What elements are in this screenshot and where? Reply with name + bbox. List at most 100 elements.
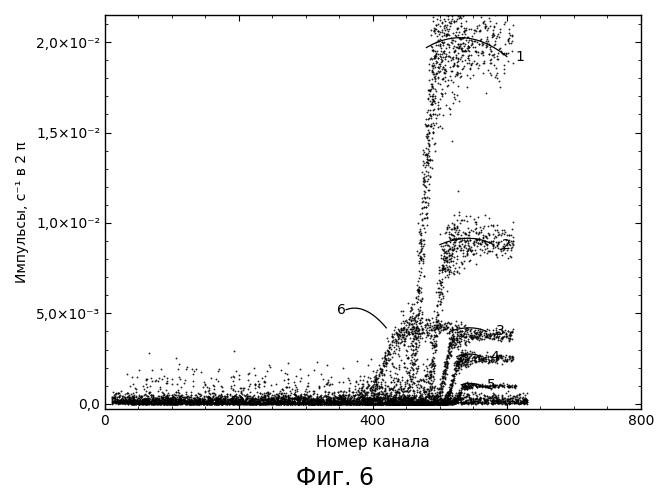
Point — [425, 384, 436, 392]
Point — [320, 399, 330, 407]
Point — [148, 400, 159, 408]
Point — [508, 218, 518, 226]
Point — [391, 400, 402, 408]
Point — [225, 399, 236, 407]
Point — [316, 400, 327, 408]
Point — [441, 400, 452, 407]
Point — [275, 386, 286, 394]
Point — [324, 400, 335, 408]
Point — [186, 398, 197, 406]
Point — [276, 400, 286, 408]
Point — [407, 400, 417, 408]
Point — [137, 398, 148, 406]
Point — [359, 394, 369, 402]
Point — [474, 328, 484, 336]
Point — [428, 335, 439, 343]
Point — [349, 400, 359, 408]
Point — [460, 337, 471, 345]
Point — [432, 399, 443, 407]
Point — [508, 240, 518, 248]
Point — [450, 32, 460, 40]
Point — [472, 382, 482, 390]
Point — [336, 400, 347, 408]
Point — [389, 368, 400, 376]
Point — [179, 396, 190, 404]
Point — [179, 398, 189, 406]
Point — [391, 400, 401, 408]
Point — [195, 400, 205, 408]
Point — [423, 398, 434, 406]
Point — [225, 398, 235, 406]
Point — [446, 388, 456, 396]
Point — [427, 156, 438, 164]
Point — [413, 393, 424, 401]
Point — [407, 312, 417, 320]
Point — [123, 400, 134, 407]
Point — [345, 400, 355, 407]
Point — [402, 396, 413, 404]
Point — [391, 396, 401, 404]
Point — [447, 338, 458, 345]
Point — [401, 322, 411, 330]
Point — [480, 211, 490, 219]
Point — [110, 396, 120, 404]
Point — [482, 383, 493, 391]
Point — [442, 287, 452, 295]
Point — [452, 268, 462, 276]
Point — [417, 334, 427, 342]
Point — [272, 400, 283, 408]
Point — [456, 346, 467, 354]
Point — [203, 399, 214, 407]
Point — [212, 400, 223, 408]
Point — [341, 396, 352, 404]
Point — [404, 306, 415, 314]
Point — [146, 397, 157, 405]
Point — [237, 396, 248, 404]
Point — [154, 394, 165, 402]
Point — [151, 398, 161, 406]
Point — [453, 362, 464, 370]
Point — [294, 395, 304, 403]
Point — [440, 369, 451, 377]
Point — [257, 400, 268, 408]
Point — [124, 398, 134, 406]
Point — [250, 400, 260, 408]
Point — [282, 380, 293, 388]
Point — [419, 329, 429, 337]
Point — [410, 400, 421, 408]
Point — [466, 0, 476, 4]
Point — [397, 386, 408, 394]
Point — [409, 400, 419, 408]
Point — [328, 392, 339, 400]
Point — [119, 398, 130, 406]
Point — [233, 400, 244, 408]
Point — [425, 88, 436, 96]
Point — [431, 70, 442, 78]
Point — [387, 332, 397, 340]
Point — [461, 399, 472, 407]
Point — [122, 394, 133, 402]
Point — [396, 326, 407, 334]
Point — [392, 388, 403, 396]
Point — [484, 45, 495, 53]
Point — [347, 388, 357, 396]
Point — [271, 394, 282, 402]
Point — [457, 352, 468, 360]
Point — [435, 42, 446, 50]
Point — [452, 354, 462, 362]
Point — [392, 392, 403, 400]
Point — [141, 392, 152, 400]
Point — [340, 392, 351, 400]
Point — [239, 384, 250, 392]
Point — [370, 378, 381, 386]
Point — [453, 399, 464, 407]
Point — [415, 268, 426, 276]
Point — [327, 398, 338, 406]
Point — [472, 380, 483, 388]
Point — [401, 347, 412, 355]
Point — [444, 32, 454, 40]
Point — [454, 358, 465, 366]
Point — [276, 400, 286, 408]
Point — [337, 399, 347, 407]
Point — [438, 400, 449, 408]
